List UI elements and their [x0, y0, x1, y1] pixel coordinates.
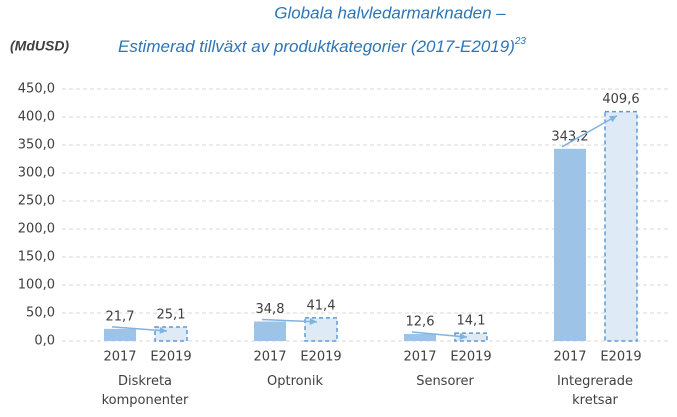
value-label: 343,2 [551, 129, 588, 144]
y-tick-label: 100,0 [18, 278, 55, 293]
x-tick-label: E2019 [150, 350, 191, 365]
y-tick-label: 0,0 [34, 334, 55, 349]
category-label: Optronik [267, 374, 323, 389]
value-label: 409,6 [602, 92, 639, 107]
x-tick-label: 2017 [103, 350, 136, 365]
y-tick-label: 250,0 [18, 194, 55, 209]
growth-arrow [261, 318, 318, 323]
value-label: 25,1 [157, 307, 186, 322]
arrow-head [609, 115, 617, 123]
category-label: Sensorer [416, 374, 474, 389]
y-tick-label: 400,0 [18, 110, 55, 125]
bar [604, 110, 638, 342]
x-tick-label: E2019 [450, 350, 491, 365]
subtitle-note: 23 [514, 36, 527, 47]
subtitle-text: Estimerad tillväxt av produktkategorier … [118, 37, 515, 56]
x-tick-label: 2017 [553, 350, 586, 365]
value-label: 41,4 [307, 298, 336, 313]
value-label: 14,1 [457, 314, 486, 329]
chart-subtitle: Estimerad tillväxt av produktkategorier … [118, 36, 526, 57]
growth-arrow [411, 331, 468, 338]
arrow-head [159, 326, 167, 334]
bar [104, 328, 136, 341]
bar [304, 317, 338, 342]
y-axis-label: (MdUSD) [10, 38, 69, 54]
growth-arrow [111, 326, 168, 332]
value-label: 34,8 [256, 302, 285, 317]
x-tick-label: 2017 [403, 350, 436, 365]
value-label: 21,7 [106, 309, 135, 324]
y-tick-label: 200,0 [18, 222, 55, 237]
bar [404, 333, 436, 341]
arrow-head [309, 318, 317, 325]
y-tick-label: 300,0 [18, 166, 55, 181]
x-tick-label: E2019 [300, 350, 341, 365]
category-label: Diskreta komponenter [101, 374, 189, 408]
y-tick-label: 150,0 [18, 250, 55, 265]
bar [254, 321, 286, 341]
value-label: 12,6 [406, 314, 435, 329]
chart-title: Globala halvledarmarknaden – [274, 3, 506, 22]
bar [154, 326, 188, 342]
bar [554, 148, 586, 341]
y-tick-label: 350,0 [18, 138, 55, 153]
x-tick-label: E2019 [600, 350, 641, 365]
growth-arrow [561, 114, 618, 148]
x-tick-label: 2017 [253, 350, 286, 365]
bar [454, 332, 488, 342]
y-tick-label: 50,0 [26, 306, 55, 321]
y-tick-label: 450,0 [18, 82, 55, 97]
arrow-head [459, 332, 467, 340]
category-label: Integrerade kretsar [556, 374, 634, 408]
